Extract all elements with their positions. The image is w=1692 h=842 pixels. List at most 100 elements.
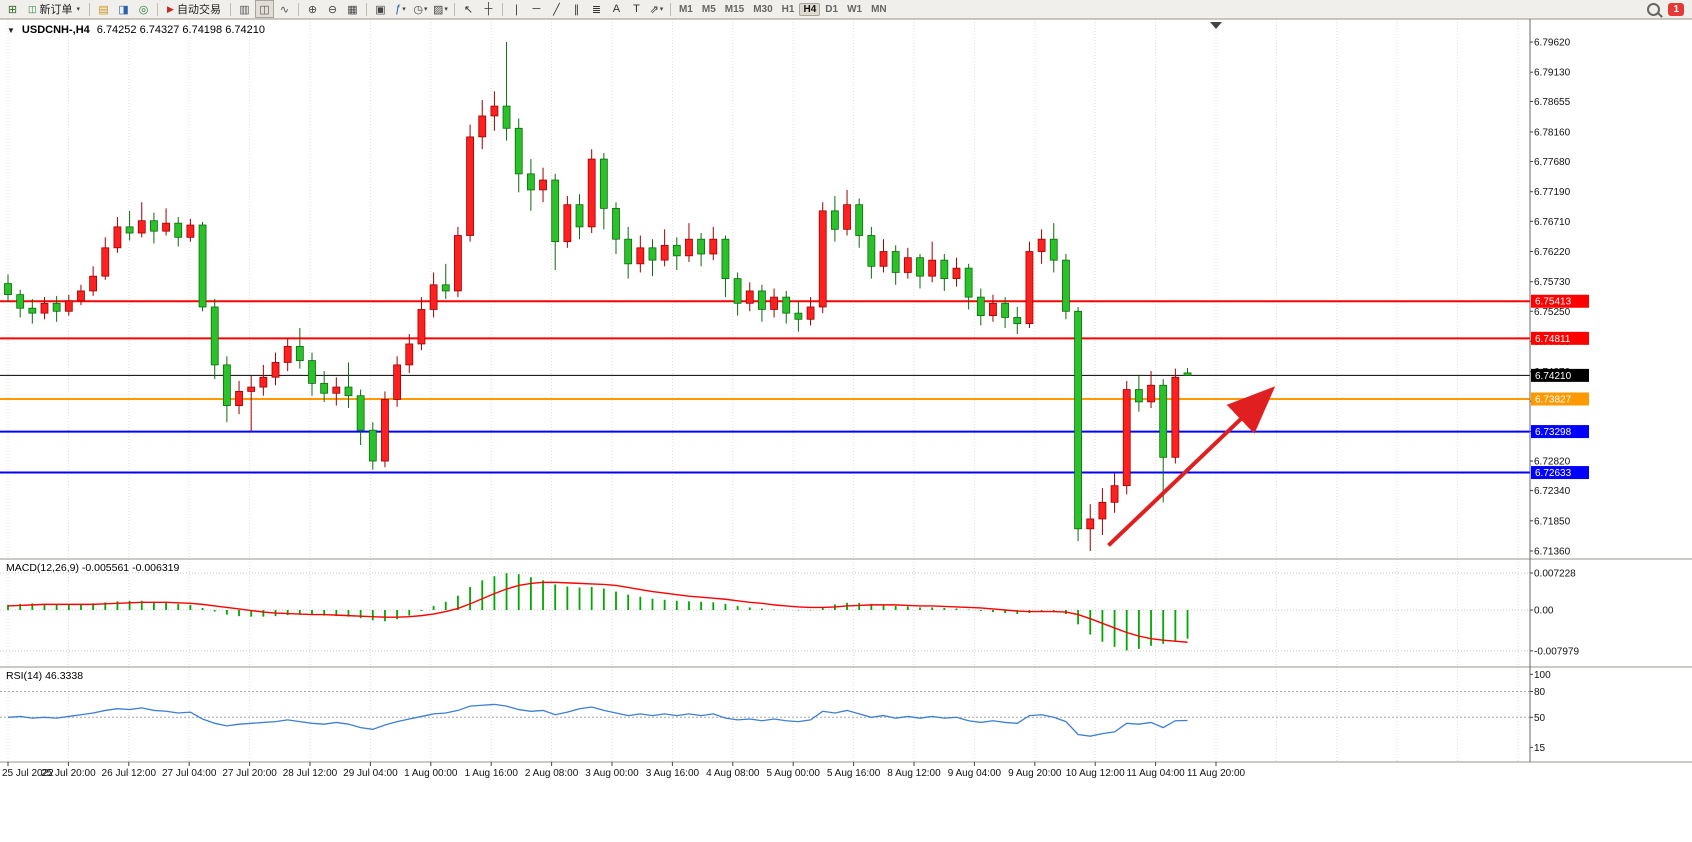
navigator-icon[interactable]: ◎ xyxy=(138,3,149,16)
svg-text:27 Jul 04:00: 27 Jul 04:00 xyxy=(162,768,217,779)
line-chart-icon[interactable]: ∿ xyxy=(279,3,290,16)
autotrading-button[interactable]: ▶ 自动交易 xyxy=(162,1,226,17)
svg-text:3 Aug 16:00: 3 Aug 16:00 xyxy=(646,768,700,779)
data-window-icon[interactable]: ◨ xyxy=(118,3,129,16)
templates-icon[interactable]: ▨ ▾ xyxy=(432,3,448,16)
svg-text:25 Jul 20:00: 25 Jul 20:00 xyxy=(41,768,96,779)
svg-text:100: 100 xyxy=(1534,670,1551,681)
svg-text:6.79620: 6.79620 xyxy=(1534,38,1571,49)
one-click-trading-toggle[interactable]: ▼ xyxy=(7,25,15,35)
svg-text:6.77190: 6.77190 xyxy=(1534,187,1571,198)
svg-text:5 Aug 00:00: 5 Aug 00:00 xyxy=(767,768,821,779)
svg-text:6.77680: 6.77680 xyxy=(1534,157,1571,168)
grid-icon[interactable]: ▦ xyxy=(347,3,358,16)
bar-chart-icon[interactable]: ▥ xyxy=(239,3,250,16)
svg-text:3 Aug 00:00: 3 Aug 00:00 xyxy=(585,768,639,779)
timeframe-mn[interactable]: MN xyxy=(871,3,887,15)
svg-text:1 Aug 00:00: 1 Aug 00:00 xyxy=(404,768,458,779)
toolbar-separator xyxy=(453,2,455,16)
trendline-icon[interactable]: ╱ xyxy=(553,3,560,16)
svg-text:10 Aug 12:00: 10 Aug 12:00 xyxy=(1066,768,1125,779)
new-chart-icon[interactable]: ⊞ xyxy=(7,3,18,16)
timeframe-h1[interactable]: H1 xyxy=(781,3,795,15)
timeframe-d1[interactable]: D1 xyxy=(825,3,839,15)
chart-title: ▼ USDCNH-,H4 6.74252 6.74327 6.74198 6.7… xyxy=(7,24,265,36)
symbol-period-label: USDCNH-,H4 xyxy=(21,24,90,36)
timeframe-m5[interactable]: M5 xyxy=(701,3,716,15)
toolbar-separator xyxy=(669,2,671,16)
vertical-line-icon[interactable]: ∣ xyxy=(513,3,520,16)
new-order-button-label: 新订单 xyxy=(39,4,73,16)
chevron-down-icon: ▾ xyxy=(402,6,406,13)
toolbar-right: 1 xyxy=(1647,2,1689,16)
new-order-button-icon: ◫ xyxy=(28,3,37,14)
search-icon[interactable] xyxy=(1647,2,1661,16)
chart-shift-marker[interactable] xyxy=(1210,22,1222,29)
channel-icon[interactable]: ∥ xyxy=(573,3,580,16)
cursor-icon[interactable]: ↖ xyxy=(463,3,474,16)
horizontal-line-icon[interactable]: ─ xyxy=(532,3,541,15)
svg-text:4 Aug 08:00: 4 Aug 08:00 xyxy=(706,768,760,779)
timeframe-m15[interactable]: M15 xyxy=(724,3,745,15)
candlestick-chart-icon[interactable]: ◫ xyxy=(254,0,274,18)
svg-text:0.00: 0.00 xyxy=(1534,606,1554,617)
fibonacci-icon[interactable]: ≣ xyxy=(591,3,602,16)
price-line-badges: 6.75413 6.74811 6.74210 6.73827 6.73298 6.726… xyxy=(1531,294,1589,480)
autotrading-button-icon: ▶ xyxy=(167,3,174,14)
svg-text:1 Aug 16:00: 1 Aug 16:00 xyxy=(465,768,519,779)
notification-badge[interactable]: 1 xyxy=(1668,2,1684,16)
timeframe-m30[interactable]: M30 xyxy=(753,3,773,15)
trend-arrow-annotation[interactable] xyxy=(1107,386,1276,547)
svg-text:27 Jul 20:00: 27 Jul 20:00 xyxy=(222,768,277,779)
svg-text:6.76220: 6.76220 xyxy=(1534,247,1571,258)
toolbar-items: ⊞ ◫ 新订单 ▾ ▤ ◨ ◎ ▶ 自动交易 ▥ ◫ ∿ ⊕ ⊖ ▦ ▣ ƒ ▾ ◷ ▾ ▨ ▾ ↖ ┼ ∣ ─ ╱ ∥ ≣ A T ⇗ ▾ M1… xyxy=(3,0,891,18)
svg-text:11 Aug 20:00: 11 Aug 20:00 xyxy=(1187,768,1246,779)
candles xyxy=(4,42,1192,551)
chevron-down-icon: ▾ xyxy=(76,6,81,13)
rsi-label: RSI(14) 46.3338 xyxy=(6,670,84,682)
svg-text:2 Aug 08:00: 2 Aug 08:00 xyxy=(525,768,579,779)
toolbar: ⊞ ◫ 新订单 ▾ ▤ ◨ ◎ ▶ 自动交易 ▥ ◫ ∿ ⊕ ⊖ ▦ ▣ ƒ ▾ ◷ ▾ ▨ ▾ ↖ ┼ ∣ ─ ╱ ∥ ≣ A T ⇗ ▾ M1… xyxy=(0,0,1692,19)
timeframe-h4[interactable]: H4 xyxy=(799,2,821,16)
svg-text:6.78655: 6.78655 xyxy=(1534,97,1571,108)
svg-text:6.73827: 6.73827 xyxy=(1535,394,1572,405)
svg-text:6.74210: 6.74210 xyxy=(1535,371,1572,382)
toolbar-separator xyxy=(157,2,159,16)
autotrading-button-label: 自动交易 xyxy=(176,4,221,16)
ohlc-values: 6.74252 6.74327 6.74198 6.74210 xyxy=(96,24,265,36)
svg-text:26 Jul 12:00: 26 Jul 12:00 xyxy=(102,768,157,779)
zoom-out-icon[interactable]: ⊖ xyxy=(327,3,338,16)
tile-windows-icon[interactable]: ▣ xyxy=(375,3,386,16)
market-watch-icon[interactable]: ▤ xyxy=(98,3,109,16)
label-icon[interactable]: T xyxy=(633,3,640,15)
svg-text:8 Aug 12:00: 8 Aug 12:00 xyxy=(887,768,941,779)
svg-text:6.75250: 6.75250 xyxy=(1534,307,1571,318)
toolbar-separator xyxy=(229,2,231,16)
text-icon[interactable]: A xyxy=(612,3,621,15)
chevron-down-icon: ▾ xyxy=(424,6,428,13)
svg-text:6.74811: 6.74811 xyxy=(1535,334,1571,345)
svg-text:29 Jul 04:00: 29 Jul 04:00 xyxy=(343,768,398,779)
crosshair-icon[interactable]: ┼ xyxy=(484,3,493,15)
arrows-icon[interactable]: ⇗ ▾ xyxy=(649,3,664,16)
svg-text:6.79130: 6.79130 xyxy=(1534,68,1571,79)
svg-text:9 Aug 20:00: 9 Aug 20:00 xyxy=(1008,768,1062,779)
macd-indicator xyxy=(7,573,1189,651)
timeframe-w1[interactable]: W1 xyxy=(847,3,863,15)
timeframe-m1[interactable]: M1 xyxy=(678,3,693,15)
new-order-button[interactable]: ◫ 新订单 ▾ xyxy=(23,1,85,17)
svg-text:15: 15 xyxy=(1534,743,1546,754)
chevron-down-icon: ▾ xyxy=(444,6,448,13)
svg-text:6.78160: 6.78160 xyxy=(1534,127,1571,138)
period-icon[interactable]: ◷ ▾ xyxy=(413,3,428,16)
macd-label: MACD(12,26,9) -0.005561 -0.006319 xyxy=(6,562,180,574)
svg-text:6.73298: 6.73298 xyxy=(1535,427,1572,438)
indicators-icon[interactable]: ƒ ▾ xyxy=(395,3,406,15)
zoom-in-icon[interactable]: ⊕ xyxy=(307,3,318,16)
chevron-down-icon: ▾ xyxy=(659,6,664,13)
svg-text:0.007228: 0.007228 xyxy=(1534,569,1576,580)
svg-text:25 Jul 2022: 25 Jul 2022 xyxy=(2,768,54,779)
